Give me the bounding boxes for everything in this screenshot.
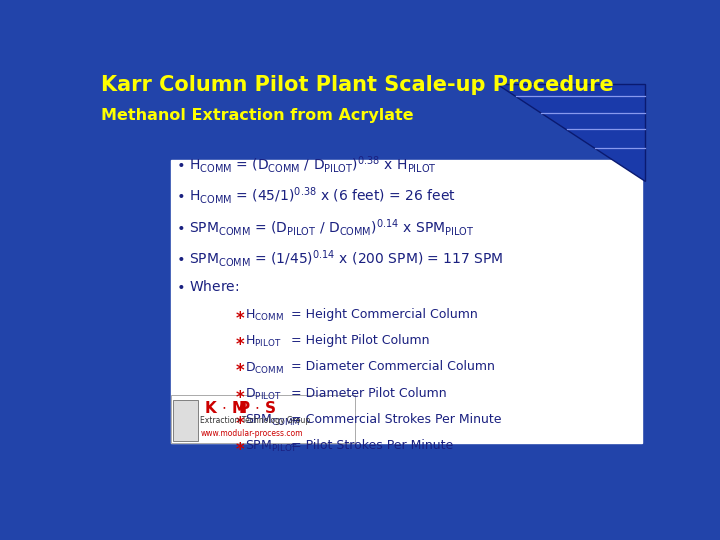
Text: $\mathbf{*}$: $\mathbf{*}$ (235, 387, 246, 404)
Text: Methanol Extraction from Acrylate: Methanol Extraction from Acrylate (101, 109, 414, 124)
Text: P $\cdot$ S: P $\cdot$ S (238, 400, 276, 415)
Text: = Height Commercial Column: = Height Commercial Column (291, 308, 477, 321)
Text: $\mathrm{D_{PILOT}}$: $\mathrm{D_{PILOT}}$ (245, 387, 282, 402)
Text: $\bullet$ $\mathrm{SPM_{COMM}}$ = ($\mathrm{D_{PILOT}}$ / $\mathrm{D_{COMM}}$)$^: $\bullet$ $\mathrm{SPM_{COMM}}$ = ($\mat… (176, 217, 474, 238)
Polygon shape (498, 84, 645, 181)
Text: $\mathrm{H_{COMM}}$: $\mathrm{H_{COMM}}$ (245, 308, 284, 323)
Text: = Diameter Pilot Column: = Diameter Pilot Column (291, 387, 446, 400)
FancyBboxPatch shape (171, 395, 355, 443)
Text: $\mathrm{H_{PILOT}}$: $\mathrm{H_{PILOT}}$ (245, 334, 282, 349)
Text: K $\cdot$ M: K $\cdot$ M (204, 400, 248, 415)
Text: www.modular-process.com: www.modular-process.com (200, 429, 303, 437)
FancyBboxPatch shape (171, 160, 642, 443)
Text: Karr Column Pilot Plant Scale-up Procedure: Karr Column Pilot Plant Scale-up Procedu… (101, 75, 614, 95)
Text: Extraction Technology Group: Extraction Technology Group (200, 416, 311, 425)
Text: $\mathbf{*}$: $\mathbf{*}$ (235, 413, 246, 431)
Text: $\mathrm{SPM_{COMM}}$: $\mathrm{SPM_{COMM}}$ (245, 413, 301, 428)
Text: $\mathbf{*}$: $\mathbf{*}$ (235, 334, 246, 352)
Text: = Diameter Commercial Column: = Diameter Commercial Column (291, 360, 495, 374)
Text: $\mathbf{*}$: $\mathbf{*}$ (235, 308, 246, 326)
Text: $\bullet$ Where:: $\bullet$ Where: (176, 279, 240, 294)
Text: = Commercial Strokes Per Minute: = Commercial Strokes Per Minute (291, 413, 501, 426)
Text: $\mathrm{D_{COMM}}$: $\mathrm{D_{COMM}}$ (245, 360, 284, 375)
Text: $\mathbf{*}$: $\mathbf{*}$ (235, 439, 246, 457)
Text: $\mathrm{SPM_{PILOT}}$: $\mathrm{SPM_{PILOT}}$ (245, 439, 299, 454)
Text: $\bullet$ $\mathrm{SPM_{COMM}}$ = (1/45)$^{0.14}$ x (200 SPM) = 117 SPM: $\bullet$ $\mathrm{SPM_{COMM}}$ = (1/45)… (176, 248, 504, 269)
Text: = Height Pilot Column: = Height Pilot Column (291, 334, 429, 347)
FancyBboxPatch shape (173, 400, 198, 441)
Text: $\bullet$ $\mathrm{H_{COMM}}$ = ($\mathrm{D_{COMM}}$ / $\mathrm{D_{PILOT}}$)$^{0: $\bullet$ $\mathrm{H_{COMM}}$ = ($\mathr… (176, 154, 437, 175)
Text: $\mathbf{*}$: $\mathbf{*}$ (235, 360, 246, 379)
Text: = Pilot Strokes Per Minute: = Pilot Strokes Per Minute (291, 439, 453, 452)
Text: $\bullet$ $\mathrm{H_{COMM}}$ = (45/1)$^{0.38}$ x (6 feet) = 26 feet: $\bullet$ $\mathrm{H_{COMM}}$ = (45/1)$^… (176, 185, 456, 206)
